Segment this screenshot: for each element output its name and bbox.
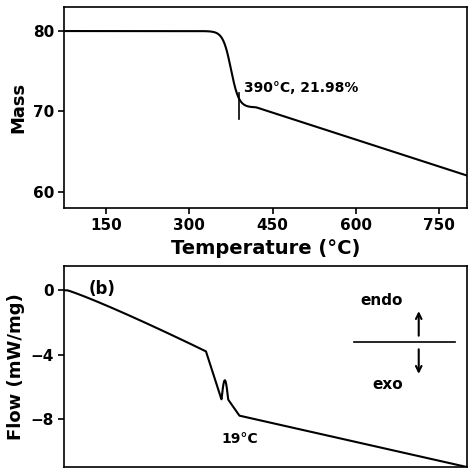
Text: endo: endo bbox=[360, 293, 402, 309]
Y-axis label: Flow (mW/mg): Flow (mW/mg) bbox=[7, 293, 25, 440]
Text: (b): (b) bbox=[89, 280, 115, 298]
X-axis label: Temperature (°C): Temperature (°C) bbox=[171, 239, 360, 258]
Text: 390°C, 21.98%: 390°C, 21.98% bbox=[244, 82, 358, 95]
Text: exo: exo bbox=[372, 377, 402, 392]
Y-axis label: Mass: Mass bbox=[9, 82, 27, 133]
Text: 19°C: 19°C bbox=[221, 432, 257, 446]
